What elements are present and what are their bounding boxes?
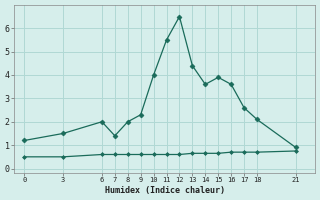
X-axis label: Humidex (Indice chaleur): Humidex (Indice chaleur) bbox=[105, 186, 225, 195]
